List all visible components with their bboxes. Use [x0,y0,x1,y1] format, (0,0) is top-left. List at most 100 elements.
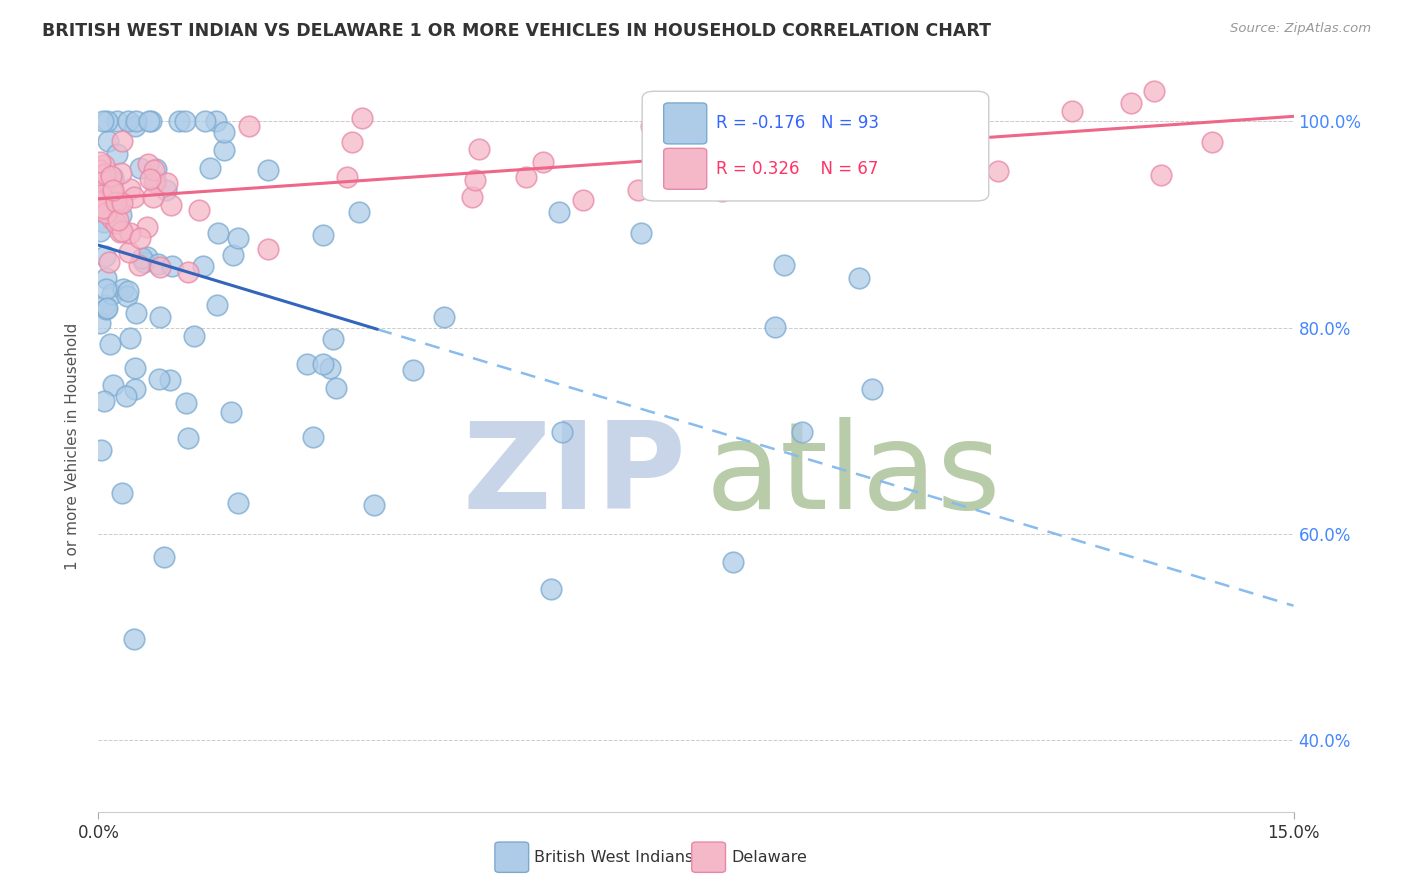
Point [96,271,118,285]
Point [183,329,205,343]
Point [347,205,370,219]
Point [174,114,197,128]
Point [226,231,249,245]
Text: BRITISH WEST INDIAN VS DELAWARE 1 OR MORE VEHICLES IN HOUSEHOLD CORRELATION CHAR: BRITISH WEST INDIAN VS DELAWARE 1 OR MOR… [42,22,991,40]
Point [90,194,112,209]
Point [114,389,136,403]
Point [125,306,148,320]
Point [138,114,160,128]
Point [156,176,179,190]
Point [143,176,166,190]
Point [640,119,662,133]
Point [149,310,172,324]
Point [138,157,160,171]
Point [257,163,280,178]
Point [89,316,111,330]
Point [212,125,235,139]
Point [91,114,114,128]
Point [159,198,181,212]
Point [167,114,190,128]
Point [136,250,159,264]
Point [104,194,127,209]
Point [124,119,146,133]
Point [89,224,111,238]
Point [101,378,124,392]
Point [515,170,537,185]
Point [136,220,159,235]
Point [110,208,132,222]
Point [155,183,177,197]
Point [987,164,1010,178]
Text: ZIP: ZIP [463,417,686,533]
Point [763,320,786,334]
Point [301,430,323,444]
Text: Source: ZipAtlas.com: Source: ZipAtlas.com [1230,22,1371,36]
Point [205,298,228,312]
Point [93,214,115,228]
Point [117,285,139,299]
Point [145,175,167,189]
Point [118,182,141,196]
Point [194,114,217,128]
Point [312,228,335,243]
Point [89,189,111,203]
Point [159,373,181,387]
Point [322,332,344,346]
Point [103,183,125,197]
Point [793,166,815,180]
Point [97,134,120,148]
Point [90,188,112,202]
FancyBboxPatch shape [664,148,707,189]
Point [98,255,121,269]
Point [103,174,125,188]
Point [90,443,112,458]
Point [90,173,112,187]
Point [128,231,150,245]
Point [111,282,134,296]
Point [117,114,139,128]
Point [145,161,167,176]
Point [187,202,209,217]
Point [848,270,870,285]
Point [94,282,117,296]
Point [627,183,650,197]
Point [101,197,124,211]
Text: British West Indians: British West Indians [534,850,693,864]
Point [111,196,134,211]
Point [93,158,115,172]
Point [139,114,162,128]
Point [111,134,134,148]
Point [463,173,485,187]
Point [572,194,595,208]
Point [94,205,117,219]
Point [89,155,111,169]
Point [1201,135,1223,149]
Point [98,336,121,351]
Point [238,120,260,134]
Point [134,254,156,268]
Point [139,172,162,186]
Point [363,498,385,512]
Point [128,258,150,272]
Point [110,225,132,239]
Point [94,174,117,188]
Point [94,249,117,263]
Point [533,155,555,169]
Text: atlas: atlas [706,417,1001,533]
Point [174,396,197,410]
Point [340,135,363,149]
Point [319,360,342,375]
Point [711,184,734,198]
Point [1121,96,1143,111]
Point [96,302,118,317]
Point [1150,168,1173,182]
Point [103,187,125,202]
Point [721,555,744,569]
Point [110,486,132,500]
Point [148,372,170,386]
Point [790,425,813,439]
Point [101,211,124,226]
Point [256,243,278,257]
Point [325,381,347,395]
Point [118,226,141,240]
